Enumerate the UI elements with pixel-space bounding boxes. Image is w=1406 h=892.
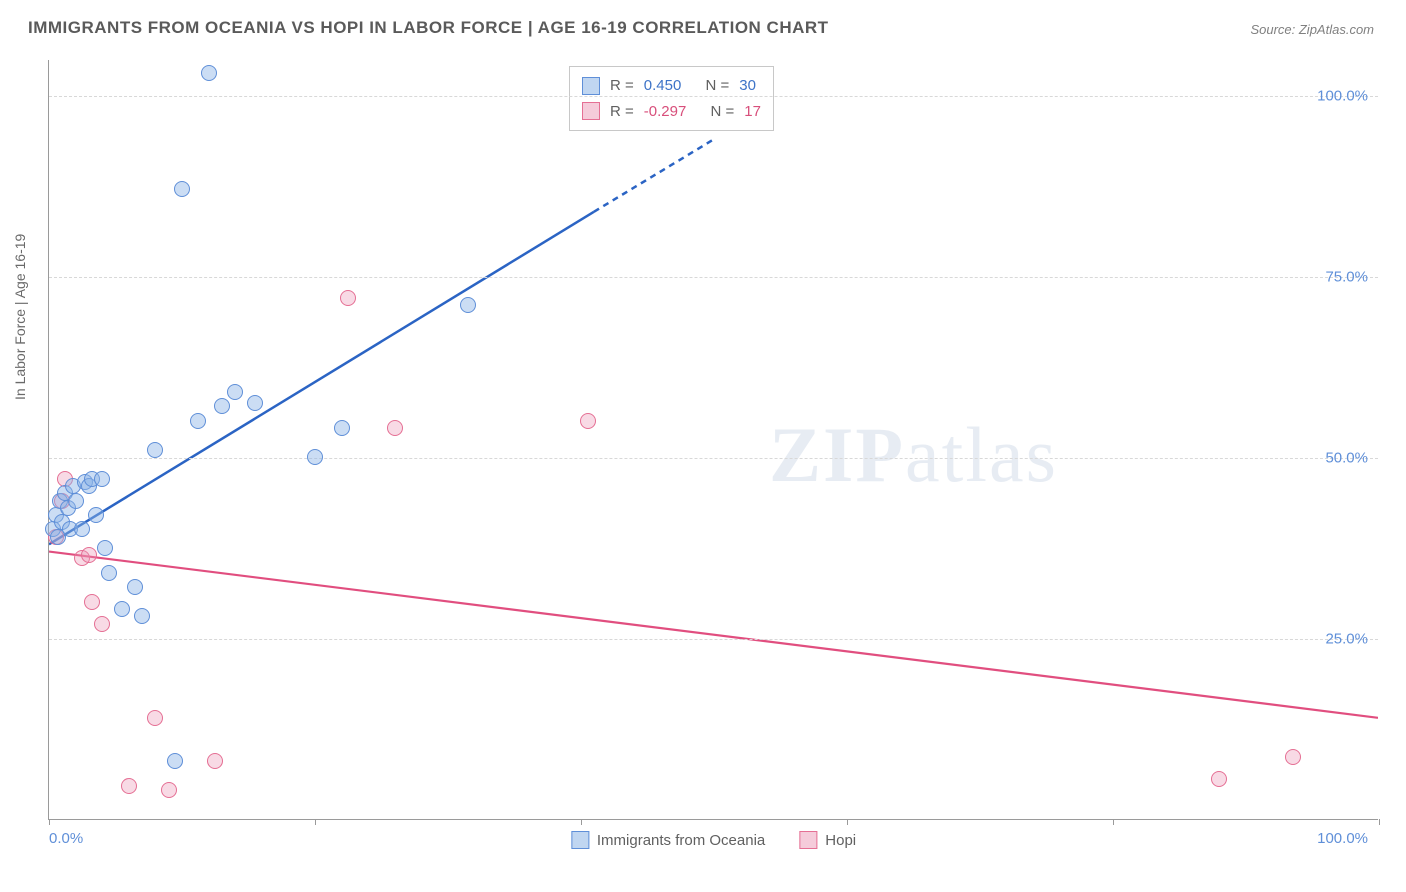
scatter-point bbox=[214, 398, 230, 414]
scatter-point bbox=[81, 547, 97, 563]
grid-line bbox=[49, 458, 1378, 459]
y-tick-label: 75.0% bbox=[1325, 269, 1368, 286]
stats-row-a: R = 0.450 N = 30 bbox=[582, 73, 761, 99]
swatch-a-icon bbox=[571, 831, 589, 849]
n-label: N = bbox=[705, 73, 729, 99]
x-tick bbox=[847, 819, 848, 825]
scatter-point bbox=[147, 442, 163, 458]
scatter-point bbox=[247, 395, 263, 411]
source-label: Source: ZipAtlas.com bbox=[1250, 22, 1374, 37]
scatter-point bbox=[580, 413, 596, 429]
trend-lines bbox=[49, 60, 1378, 819]
scatter-point bbox=[101, 565, 117, 581]
y-tick-label: 50.0% bbox=[1325, 450, 1368, 467]
scatter-point bbox=[94, 616, 110, 632]
scatter-point bbox=[340, 290, 356, 306]
y-axis-label: In Labor Force | Age 16-19 bbox=[12, 234, 28, 400]
grid-line bbox=[49, 96, 1378, 97]
scatter-point bbox=[207, 753, 223, 769]
n-value-a: 30 bbox=[739, 73, 756, 99]
n-value-b: 17 bbox=[744, 99, 761, 125]
plot-area: ZIPatlas R = 0.450 N = 30 R = -0.297 N =… bbox=[48, 60, 1378, 820]
r-label: R = bbox=[610, 99, 634, 125]
stats-legend-box: R = 0.450 N = 30 R = -0.297 N = 17 bbox=[569, 66, 774, 131]
scatter-point bbox=[94, 471, 110, 487]
x-tick bbox=[315, 819, 316, 825]
scatter-point bbox=[84, 594, 100, 610]
scatter-point bbox=[174, 181, 190, 197]
scatter-point bbox=[134, 608, 150, 624]
scatter-point bbox=[227, 384, 243, 400]
x-tick-label: 0.0% bbox=[49, 830, 83, 847]
scatter-point bbox=[161, 782, 177, 798]
watermark: ZIPatlas bbox=[769, 410, 1058, 500]
scatter-point bbox=[74, 521, 90, 537]
r-value-a: 0.450 bbox=[644, 73, 682, 99]
scatter-point bbox=[1285, 749, 1301, 765]
legend-item-b: Hopi bbox=[799, 831, 856, 849]
y-tick-label: 25.0% bbox=[1325, 631, 1368, 648]
legend-item-a: Immigrants from Oceania bbox=[571, 831, 765, 849]
scatter-point bbox=[114, 601, 130, 617]
chart-title: IMMIGRANTS FROM OCEANIA VS HOPI IN LABOR… bbox=[28, 18, 829, 38]
scatter-point bbox=[127, 579, 143, 595]
scatter-point bbox=[97, 540, 113, 556]
scatter-point bbox=[88, 507, 104, 523]
scatter-point bbox=[307, 449, 323, 465]
y-tick-label: 100.0% bbox=[1317, 88, 1368, 105]
scatter-point bbox=[334, 420, 350, 436]
x-tick bbox=[49, 819, 50, 825]
scatter-point bbox=[167, 753, 183, 769]
x-tick bbox=[1113, 819, 1114, 825]
r-label: R = bbox=[610, 73, 634, 99]
scatter-point bbox=[121, 778, 137, 794]
scatter-point bbox=[201, 65, 217, 81]
grid-line bbox=[49, 639, 1378, 640]
scatter-point bbox=[460, 297, 476, 313]
grid-line bbox=[49, 277, 1378, 278]
x-tick bbox=[581, 819, 582, 825]
swatch-a-icon bbox=[582, 77, 600, 95]
stats-row-b: R = -0.297 N = 17 bbox=[582, 99, 761, 125]
swatch-b-icon bbox=[582, 102, 600, 120]
scatter-point bbox=[387, 420, 403, 436]
x-tick-label: 100.0% bbox=[1317, 830, 1368, 847]
scatter-point bbox=[1211, 771, 1227, 787]
r-value-b: -0.297 bbox=[644, 99, 687, 125]
scatter-point bbox=[190, 413, 206, 429]
n-label: N = bbox=[710, 99, 734, 125]
series-legend: Immigrants from Oceania Hopi bbox=[571, 831, 856, 849]
legend-label-a: Immigrants from Oceania bbox=[597, 832, 765, 849]
x-tick bbox=[1379, 819, 1380, 825]
scatter-point bbox=[68, 493, 84, 509]
swatch-b-icon bbox=[799, 831, 817, 849]
scatter-point bbox=[147, 710, 163, 726]
legend-label-b: Hopi bbox=[825, 832, 856, 849]
